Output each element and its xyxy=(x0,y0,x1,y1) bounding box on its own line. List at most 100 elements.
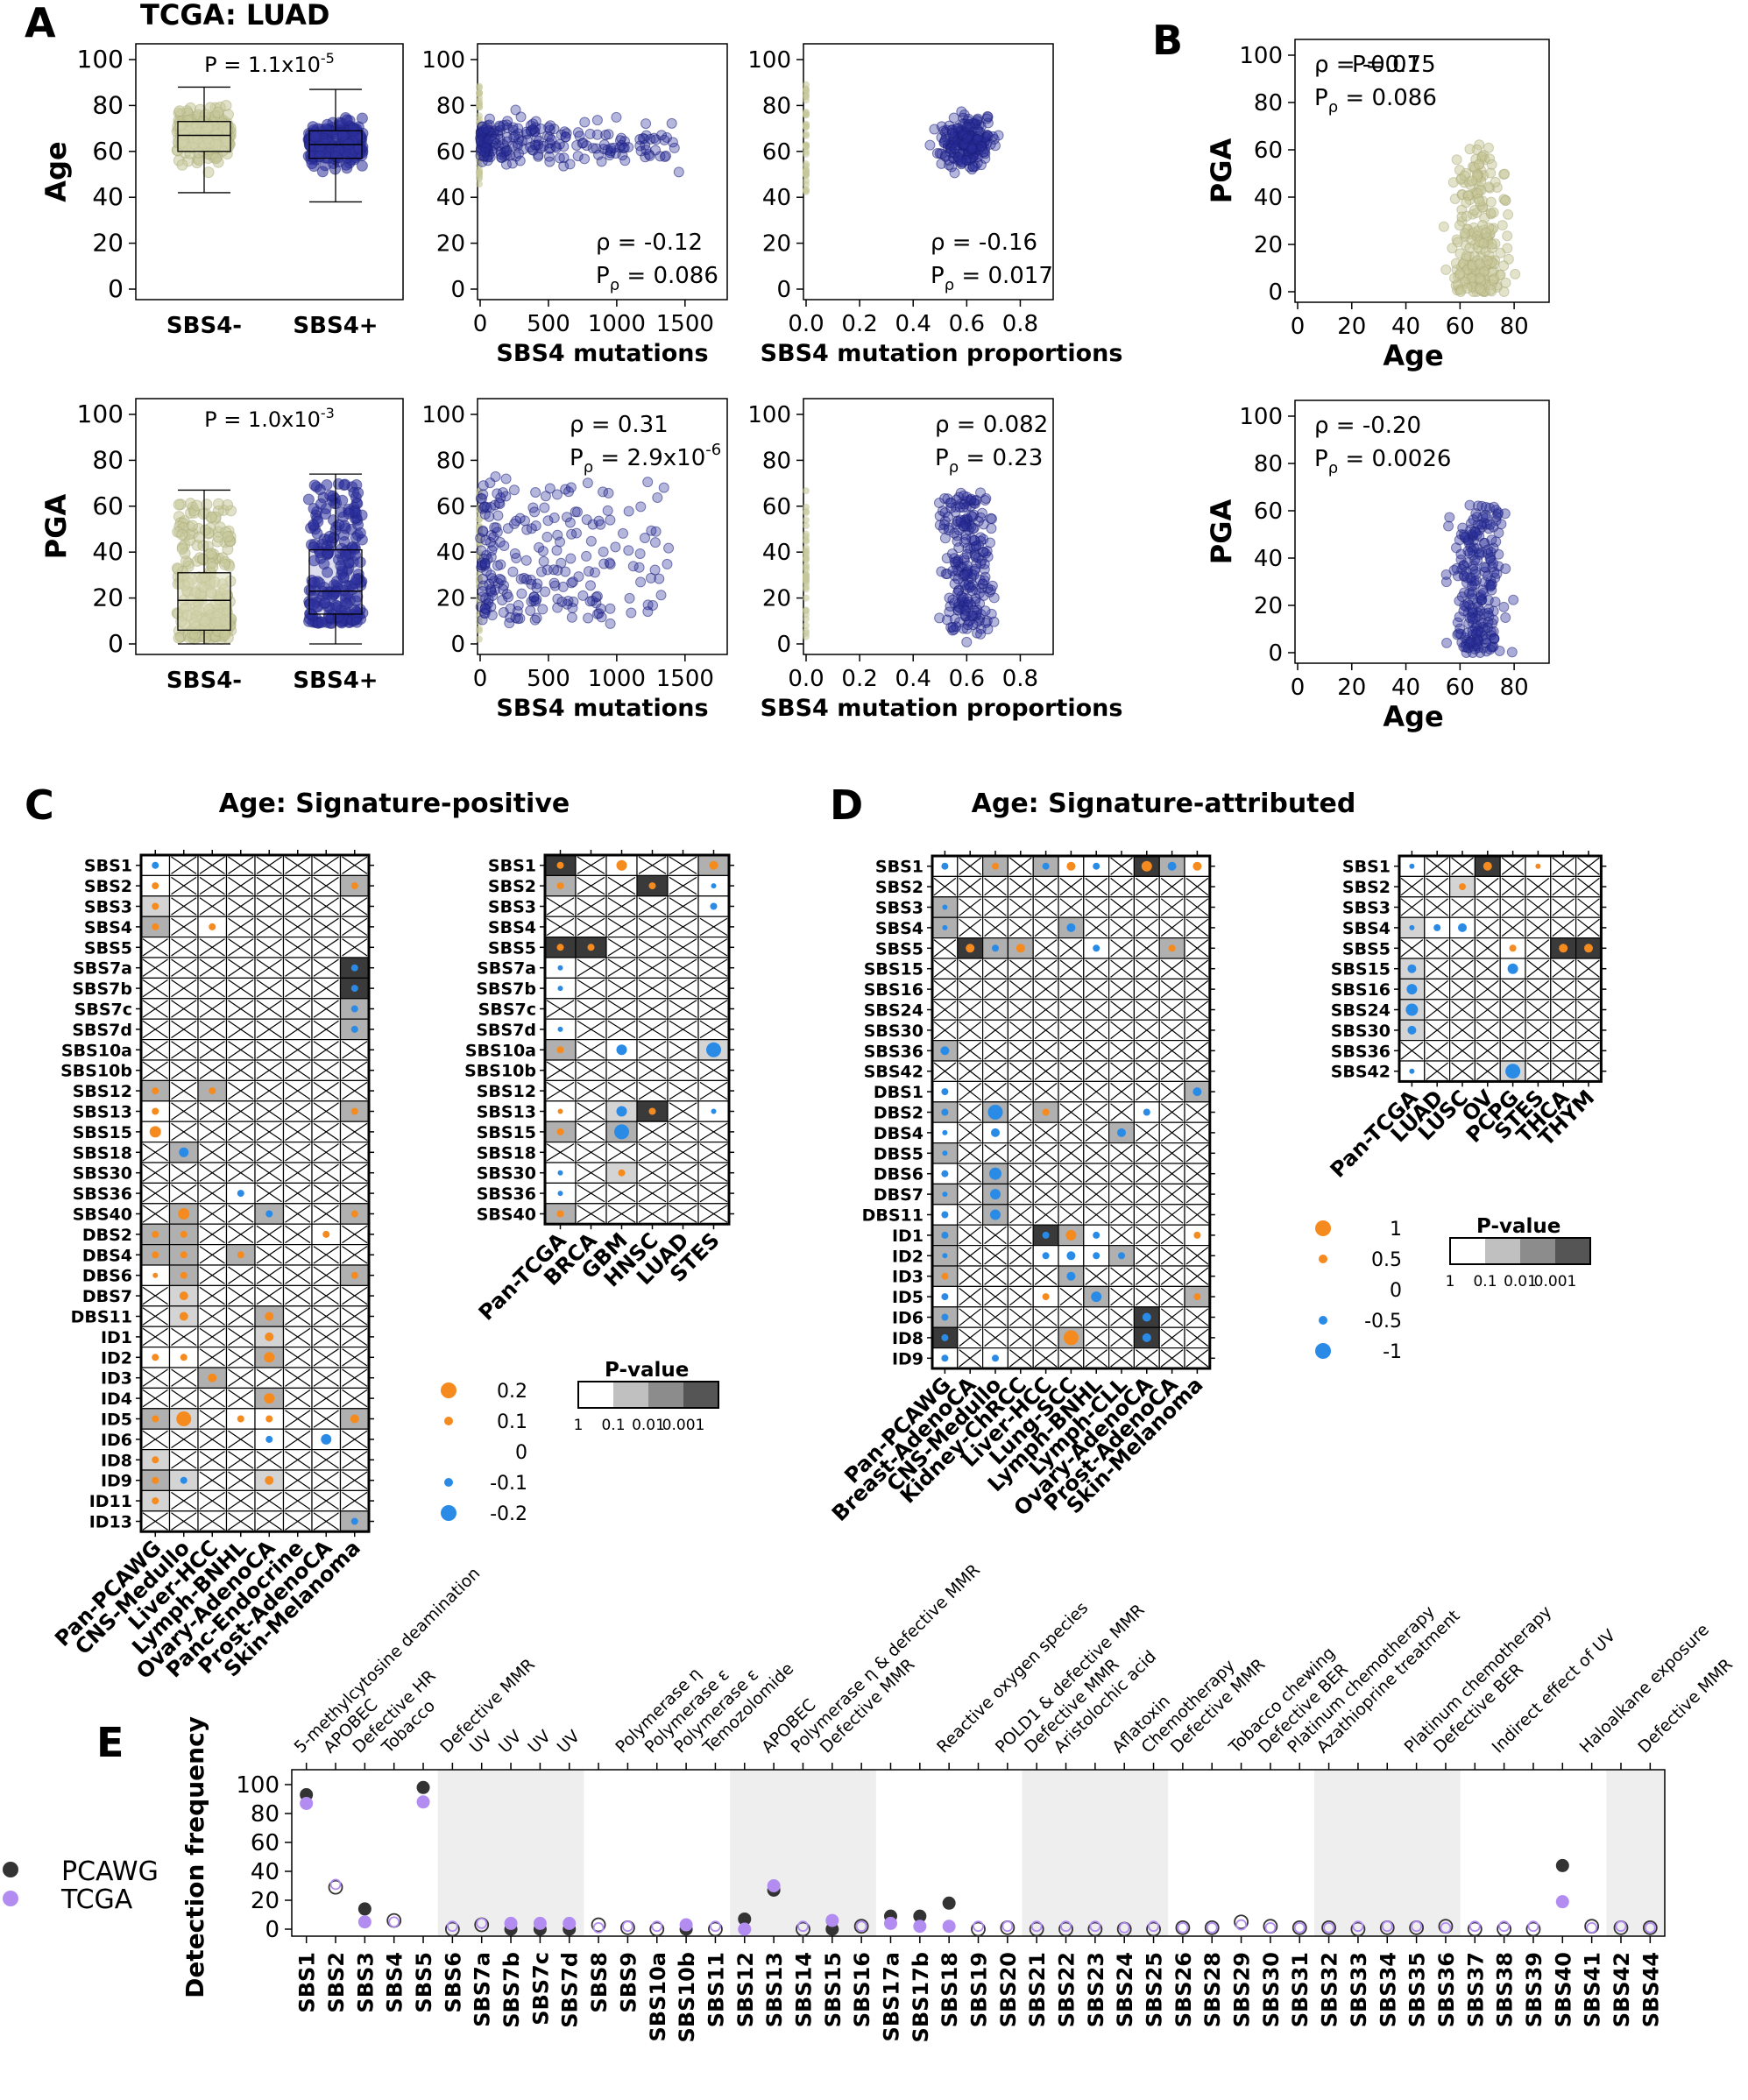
heatmap-c-left-dot xyxy=(265,1312,274,1321)
row-label: SBS7b xyxy=(72,979,132,999)
y-tick-label: 100 xyxy=(747,402,791,428)
row-label: SBS5 xyxy=(84,938,132,958)
scatter-point xyxy=(492,560,503,571)
scatter-point xyxy=(551,142,563,153)
scatter-point xyxy=(591,591,602,603)
zero-point xyxy=(803,172,810,180)
scatter-point xyxy=(663,542,675,554)
size-legend-dot xyxy=(444,1478,453,1487)
heatmap-c-left-dot xyxy=(350,1517,358,1525)
scatter-point xyxy=(1510,268,1521,279)
zero-point xyxy=(803,530,810,538)
y-tick-label: 100 xyxy=(1239,43,1283,69)
x-tick-label: 1500 xyxy=(656,666,714,692)
jitter-point xyxy=(186,520,198,532)
x-tick-label: 60 xyxy=(1446,314,1475,340)
scatter-point xyxy=(967,619,979,631)
y-tick-label: 40 xyxy=(436,185,465,211)
y-tick-label: 20 xyxy=(1254,232,1283,258)
y-tick-label: 0 xyxy=(776,632,791,658)
heatmap-c-right-dot xyxy=(557,1026,563,1032)
row-label: ID1 xyxy=(101,1328,132,1347)
size-legend-label: 0.2 xyxy=(497,1381,527,1403)
scatter-point xyxy=(540,586,551,597)
scatter-point xyxy=(498,119,509,131)
row-label: SBS10b xyxy=(60,1062,132,1081)
scatter-point xyxy=(642,606,654,618)
scatter-point xyxy=(479,558,491,569)
x-tick-label: 80 xyxy=(1500,675,1529,701)
heatmap-d-right-dot xyxy=(1407,1025,1417,1035)
scatter-point xyxy=(1461,197,1472,209)
scatter-point xyxy=(551,489,563,500)
y-tick-label: 100 xyxy=(1239,404,1283,430)
heatmap-c-right-dot xyxy=(557,1191,563,1197)
scatter-point xyxy=(650,134,662,145)
y-axis-label: PGA xyxy=(39,494,73,560)
y-tick-label: 20 xyxy=(92,229,124,258)
y-tick-label: 80 xyxy=(762,448,791,474)
scatter-point xyxy=(535,123,547,134)
heatmap-c-right-dot xyxy=(648,1107,656,1115)
scatter-point xyxy=(1483,142,1494,153)
heatmap-c-right-dot xyxy=(711,883,717,889)
heatmap-d-right-dot xyxy=(1409,924,1415,930)
heatmap-d-left-dot xyxy=(1192,1087,1202,1097)
heatmap-d-left-dot xyxy=(1016,944,1025,953)
scatter-point xyxy=(655,590,667,601)
scatter-point xyxy=(539,502,550,513)
heatmap-c-left-dot xyxy=(152,1497,159,1505)
scatter-point xyxy=(1464,499,1476,511)
heatmap-c-left-dot xyxy=(179,1312,188,1321)
x-tick-label: 0.6 xyxy=(949,666,985,692)
size-legend-label: 0.1 xyxy=(497,1411,527,1433)
scatter-point xyxy=(529,506,541,518)
x-category-label: SBS4+ xyxy=(293,668,378,694)
heatmap-d-left-dot xyxy=(989,1167,1001,1180)
scatter-point xyxy=(635,501,647,513)
scatter-point xyxy=(514,155,526,166)
scatter-point xyxy=(946,127,958,138)
heatmap-d-left-dot xyxy=(1042,1231,1050,1239)
scatter-point xyxy=(509,548,520,559)
scatter-point xyxy=(960,605,972,616)
heatmap-c-left-dot xyxy=(350,1005,358,1013)
heatmap-d-left-dot xyxy=(1142,1333,1151,1342)
scatter-point xyxy=(478,525,489,536)
x-tick-label: 0.6 xyxy=(949,311,985,337)
scatter-point xyxy=(634,548,646,559)
y-axis-label: PGA xyxy=(1205,138,1238,204)
scatter-point xyxy=(949,597,960,609)
scatter-point xyxy=(579,117,591,128)
heatmap-d-left-dot xyxy=(942,1191,948,1198)
x-tick-label: 0.8 xyxy=(1002,311,1038,337)
zero-point xyxy=(476,84,483,92)
zero-point xyxy=(803,536,810,544)
scatter-point xyxy=(635,576,647,588)
zero-point xyxy=(803,516,810,524)
jitter-point xyxy=(176,542,188,555)
row-label: DBS4 xyxy=(82,1246,132,1265)
x-axis-label: SBS4 mutations xyxy=(496,340,708,367)
heatmap-c-left-dot xyxy=(350,985,358,993)
zero-point xyxy=(803,487,810,495)
jitter-point xyxy=(336,494,349,506)
scatter-point xyxy=(560,131,571,143)
row-label: SBS4 xyxy=(84,918,132,937)
heatmap-c-right-dot xyxy=(557,1108,563,1114)
scatter-point xyxy=(1447,243,1458,254)
scatter-frame xyxy=(477,43,728,301)
heatmap-d-left-dot xyxy=(941,1293,949,1301)
scatter-point xyxy=(652,491,663,503)
row-label: ID3 xyxy=(892,1268,924,1287)
heatmap-c-right-dot xyxy=(614,1124,629,1140)
scatter-frame xyxy=(803,43,1054,301)
y-tick-label: 20 xyxy=(762,231,791,258)
y-tick-label: 40 xyxy=(436,540,465,566)
row-label: ID5 xyxy=(892,1288,924,1307)
panel-a-title: TCGA: LUAD xyxy=(140,0,329,32)
box xyxy=(177,121,231,152)
scatter-point xyxy=(1443,520,1454,532)
panel-letter-c: C xyxy=(25,781,54,829)
scatter-point xyxy=(540,491,551,502)
